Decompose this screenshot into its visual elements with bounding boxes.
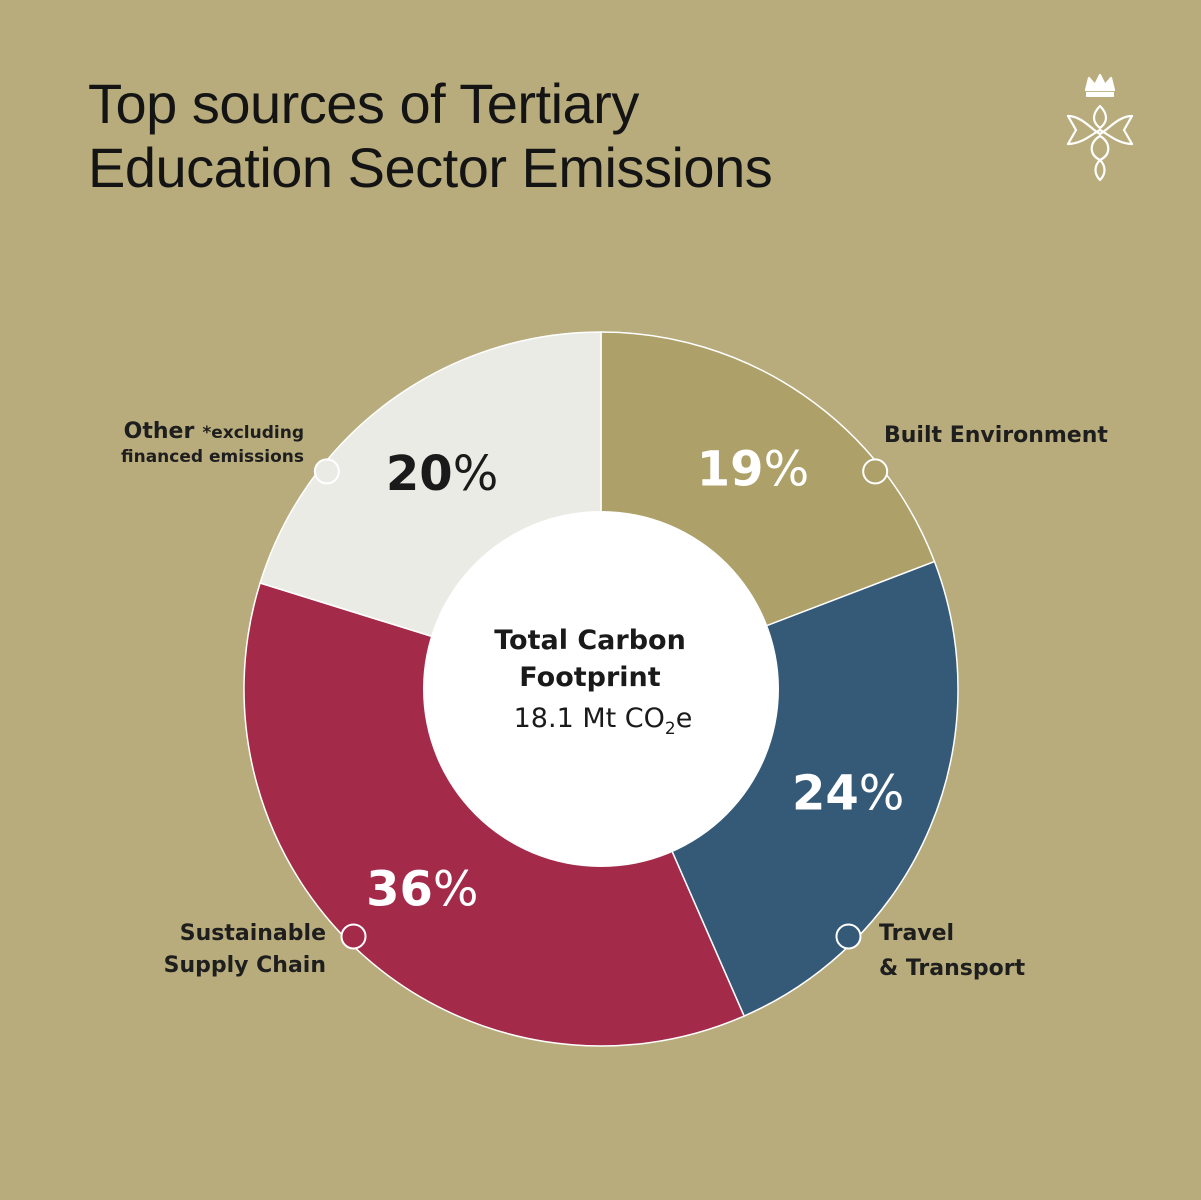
percent-value: 36: [366, 862, 433, 918]
marker-other: [313, 458, 340, 485]
percent-label-other: 20%: [386, 446, 498, 502]
label-other-line-1: Other *excluding: [124, 419, 304, 444]
percent-value: 19: [697, 441, 764, 497]
label-travel-line-1: Travel: [879, 921, 954, 946]
marker-built-environment: [862, 458, 889, 485]
center-title-line-2: Footprint: [519, 662, 660, 693]
crown-emblem-icon: [1066, 73, 1134, 182]
donut-center: [423, 511, 779, 867]
page-title-line-2: Education Sector Emissions: [88, 136, 773, 199]
label-other-note: *excluding: [202, 423, 304, 443]
percent-symbol: %: [859, 766, 905, 822]
center-value-subscript: 2: [665, 719, 676, 739]
center-value-suffix: e: [676, 703, 693, 734]
percent-value: 24: [792, 766, 859, 822]
marker-sustainable: [340, 923, 367, 950]
percent-label-sustainable: 36%: [366, 862, 478, 918]
marker-travel: [835, 923, 862, 950]
label-supply-chain-line-1: Sustainable: [180, 921, 326, 946]
percent-symbol: %: [764, 441, 810, 497]
percent-value: 20: [386, 446, 453, 502]
page-title-line-1: Top sources of Tertiary: [88, 72, 639, 135]
label-travel-line-2: & Transport: [879, 956, 1026, 981]
label-built-environment: Built Environment: [884, 423, 1108, 448]
percent-labels: 19%24%36%20%: [366, 441, 904, 917]
center-value: 18.1 Mt CO2e: [514, 703, 693, 739]
label-other-line-2: financed emissions: [121, 447, 304, 467]
label-supply-chain-line-2: Supply Chain: [164, 953, 326, 978]
page-title: Top sources of Tertiary Education Sector…: [88, 72, 988, 200]
percent-symbol: %: [453, 446, 499, 502]
percent-label-travel: 24%: [792, 766, 904, 822]
percent-label-built-environment: 19%: [697, 441, 809, 497]
percent-symbol: %: [433, 862, 479, 918]
center-title-line-1: Total Carbon: [494, 625, 686, 656]
center-value-prefix: 18.1 Mt CO: [514, 703, 665, 734]
label-markers: [313, 458, 889, 950]
label-other: Other: [124, 419, 195, 444]
